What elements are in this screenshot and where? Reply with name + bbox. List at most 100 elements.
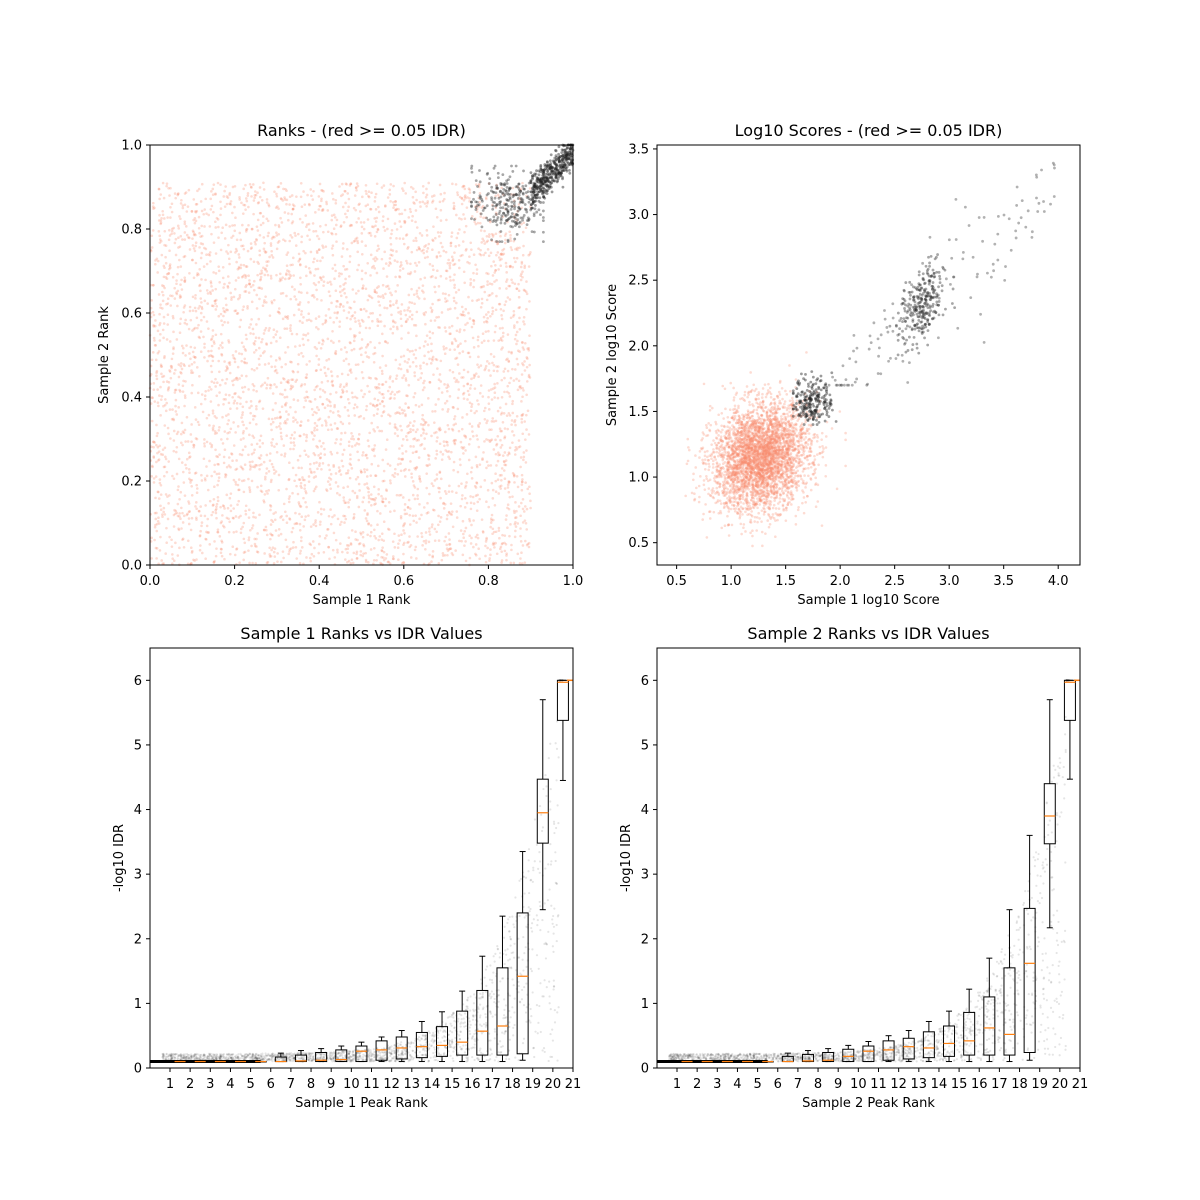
fail-point xyxy=(352,206,356,210)
fail-point xyxy=(437,285,441,288)
fail-point xyxy=(488,282,492,285)
pass-point xyxy=(517,182,521,186)
fail-point xyxy=(257,346,261,350)
fail-point xyxy=(366,261,370,265)
fail-point xyxy=(250,318,253,321)
fail-point xyxy=(285,315,288,319)
pass-point xyxy=(541,201,545,204)
fail-point xyxy=(417,297,421,300)
fail-point xyxy=(154,319,157,322)
fail-point xyxy=(410,472,413,476)
fail-point xyxy=(517,505,521,508)
fail-point xyxy=(405,261,409,265)
fail-point xyxy=(495,294,498,298)
fail-point xyxy=(346,192,350,195)
fail-point xyxy=(378,313,382,317)
fail-point xyxy=(345,247,349,251)
fail-point xyxy=(239,263,243,267)
fail-point xyxy=(499,307,503,311)
fail-point xyxy=(360,318,364,322)
fail-point xyxy=(256,485,259,489)
fail-point xyxy=(415,334,418,338)
fail-point xyxy=(252,332,255,336)
fail-point xyxy=(308,556,312,560)
fail-point xyxy=(443,401,447,405)
fail-point xyxy=(155,423,158,427)
pass-point xyxy=(542,195,546,198)
fail-point xyxy=(165,470,169,474)
fail-point xyxy=(306,419,310,422)
fail-point xyxy=(171,316,175,320)
fail-point xyxy=(293,444,296,447)
fail-point xyxy=(367,190,371,194)
fail-point xyxy=(201,551,204,555)
fail-point xyxy=(228,191,232,195)
fail-point xyxy=(436,231,440,234)
fail-point xyxy=(229,465,232,469)
fail-point xyxy=(252,351,256,354)
fail-point xyxy=(215,505,218,508)
fail-point xyxy=(238,325,242,329)
fail-point xyxy=(335,240,338,243)
fail-point xyxy=(463,314,466,317)
fail-point xyxy=(436,269,439,273)
fail-point xyxy=(408,535,411,538)
fail-point xyxy=(180,367,184,371)
fail-point xyxy=(522,244,525,248)
fail-point xyxy=(528,485,531,489)
fail-point xyxy=(255,389,258,393)
fail-point xyxy=(222,504,226,508)
fail-point xyxy=(180,506,183,510)
fail-point xyxy=(476,493,479,497)
fail-point xyxy=(190,362,194,366)
fail-point xyxy=(177,236,180,239)
fail-point xyxy=(396,327,399,331)
fail-point xyxy=(365,453,368,457)
fail-point xyxy=(163,513,167,516)
fail-point xyxy=(350,445,354,448)
pass-point xyxy=(485,216,489,220)
fail-point xyxy=(284,419,287,423)
fail-point xyxy=(201,410,205,414)
fail-point xyxy=(357,319,360,322)
fail-point xyxy=(468,191,472,194)
fail-point xyxy=(165,182,169,185)
fail-point xyxy=(373,346,377,350)
fail-point xyxy=(375,257,379,261)
fail-point xyxy=(445,386,448,390)
fail-point xyxy=(472,346,476,349)
fail-point xyxy=(386,227,389,231)
fail-point xyxy=(458,328,462,331)
fail-point xyxy=(370,421,373,425)
fail-point xyxy=(309,462,312,466)
fail-point xyxy=(519,540,523,543)
fail-point xyxy=(489,251,493,255)
fail-point xyxy=(462,384,466,388)
fail-point xyxy=(370,504,373,507)
fail-point xyxy=(462,532,465,536)
fail-point xyxy=(255,323,258,326)
fail-point xyxy=(216,499,220,503)
fail-point xyxy=(414,209,418,212)
fail-point xyxy=(360,232,364,235)
fail-point xyxy=(265,472,268,475)
fail-point xyxy=(369,376,372,380)
fail-point xyxy=(214,287,218,291)
fail-point xyxy=(354,186,358,190)
fail-point xyxy=(231,395,234,399)
fail-point xyxy=(514,260,517,264)
fail-point xyxy=(203,346,206,349)
fail-point xyxy=(353,316,357,320)
fail-point xyxy=(349,327,352,331)
fail-point xyxy=(462,213,465,216)
fail-point xyxy=(448,326,451,329)
fail-point xyxy=(362,284,365,288)
fail-point xyxy=(350,391,354,395)
fail-point xyxy=(330,247,334,250)
fail-point xyxy=(503,487,507,490)
fail-point xyxy=(269,277,273,280)
fail-point xyxy=(170,545,174,548)
fail-point xyxy=(294,545,298,549)
fail-point xyxy=(230,452,233,455)
fail-point xyxy=(181,206,185,210)
